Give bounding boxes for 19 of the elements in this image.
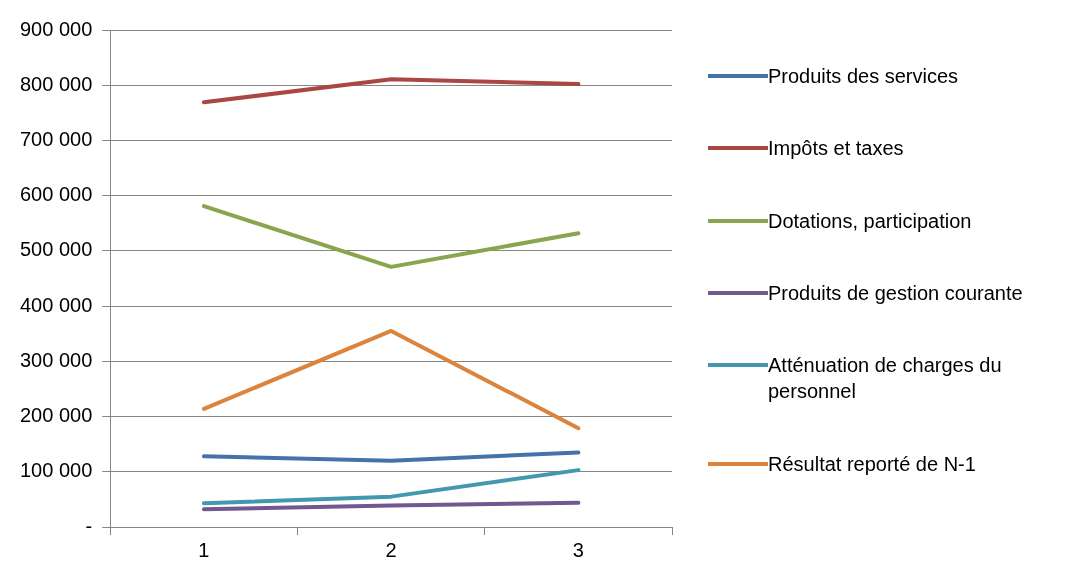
- y-tick-label: 500 000: [20, 238, 93, 261]
- y-tick-label: 100 000: [20, 459, 93, 482]
- x-tick-label: 3: [572, 538, 584, 561]
- y-tick-label: 800 000: [20, 72, 93, 95]
- legend-label: Dotations, participation: [768, 208, 972, 234]
- legend-label: Résultat reporté de N-1: [768, 451, 976, 477]
- x-tick-label: 2: [385, 538, 397, 561]
- legend-label: Atténuation de charges du personnel: [768, 353, 1003, 405]
- y-tick-label: 600 000: [20, 183, 93, 206]
- y-tick-label: -: [85, 514, 93, 537]
- legend-label: Produits des services: [768, 64, 959, 90]
- x-tick-label: 1: [198, 538, 210, 561]
- legend-label: Produits de gestion courante: [768, 281, 1023, 307]
- y-tick-label: 200 000: [20, 404, 93, 427]
- legend-label: Impôts et taxes: [768, 136, 904, 162]
- y-tick-label: 900 000: [20, 17, 93, 40]
- y-tick-label: 300 000: [20, 348, 93, 371]
- y-tick-label: 400 000: [20, 293, 93, 316]
- y-tick-label: 700 000: [20, 127, 93, 150]
